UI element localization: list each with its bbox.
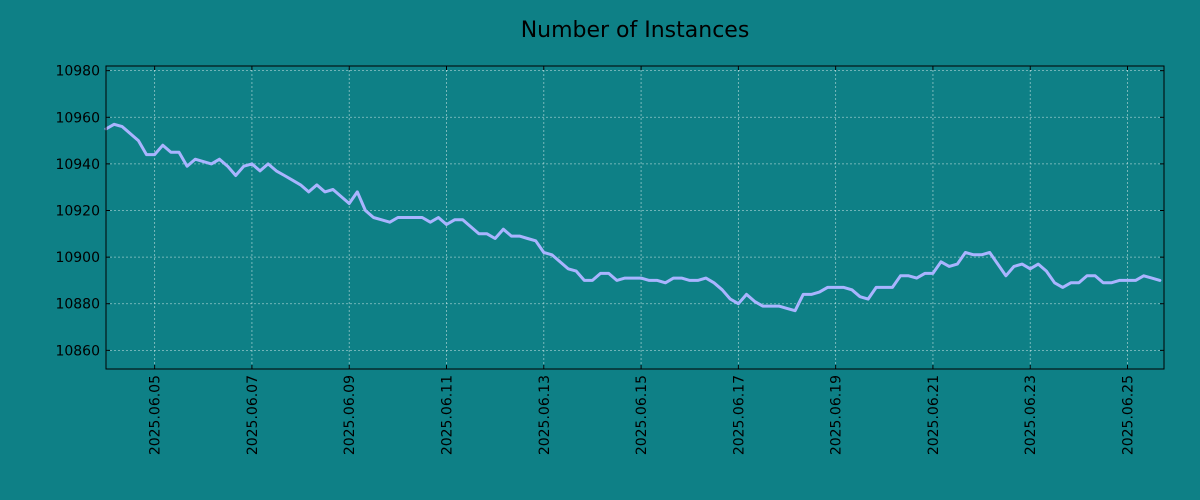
y-tick-label: 10920 bbox=[55, 204, 100, 220]
x-tick-label: 2025.06.21 bbox=[926, 375, 942, 455]
x-tick-label: 2025.06.25 bbox=[1121, 375, 1137, 455]
plot-frame bbox=[105, 65, 1165, 370]
y-tick-label: 10980 bbox=[55, 64, 100, 80]
y-tick-label: 10960 bbox=[55, 110, 100, 126]
y-tick-label: 10880 bbox=[55, 297, 100, 313]
x-tick-label: 2025.06.17 bbox=[731, 375, 747, 455]
x-tick-label: 2025.06.07 bbox=[245, 375, 261, 455]
x-tick-label: 2025.06.09 bbox=[342, 375, 358, 455]
x-tick-label: 2025.06.19 bbox=[829, 375, 845, 455]
grid-layer bbox=[106, 66, 1164, 369]
x-tick-label: 2025.06.15 bbox=[634, 375, 650, 455]
x-tick-label: 2025.06.05 bbox=[148, 375, 164, 455]
series-layer bbox=[104, 122, 1162, 313]
x-tick-label: 2025.06.13 bbox=[537, 375, 553, 455]
y-tick-label: 10860 bbox=[55, 343, 100, 359]
x-tick-label: 2025.06.11 bbox=[440, 375, 456, 455]
y-tick-label: 10940 bbox=[55, 157, 100, 173]
series-line bbox=[104, 122, 1162, 313]
y-tick-label: 10900 bbox=[55, 250, 100, 266]
tick-layer bbox=[106, 66, 1164, 369]
x-tick-label: 2025.06.23 bbox=[1023, 375, 1039, 455]
label-layer: 10860 10880 10900 10920 10940 10960 10980 2025.… bbox=[55, 64, 1136, 456]
chart-title: Number of Instances bbox=[521, 18, 750, 43]
